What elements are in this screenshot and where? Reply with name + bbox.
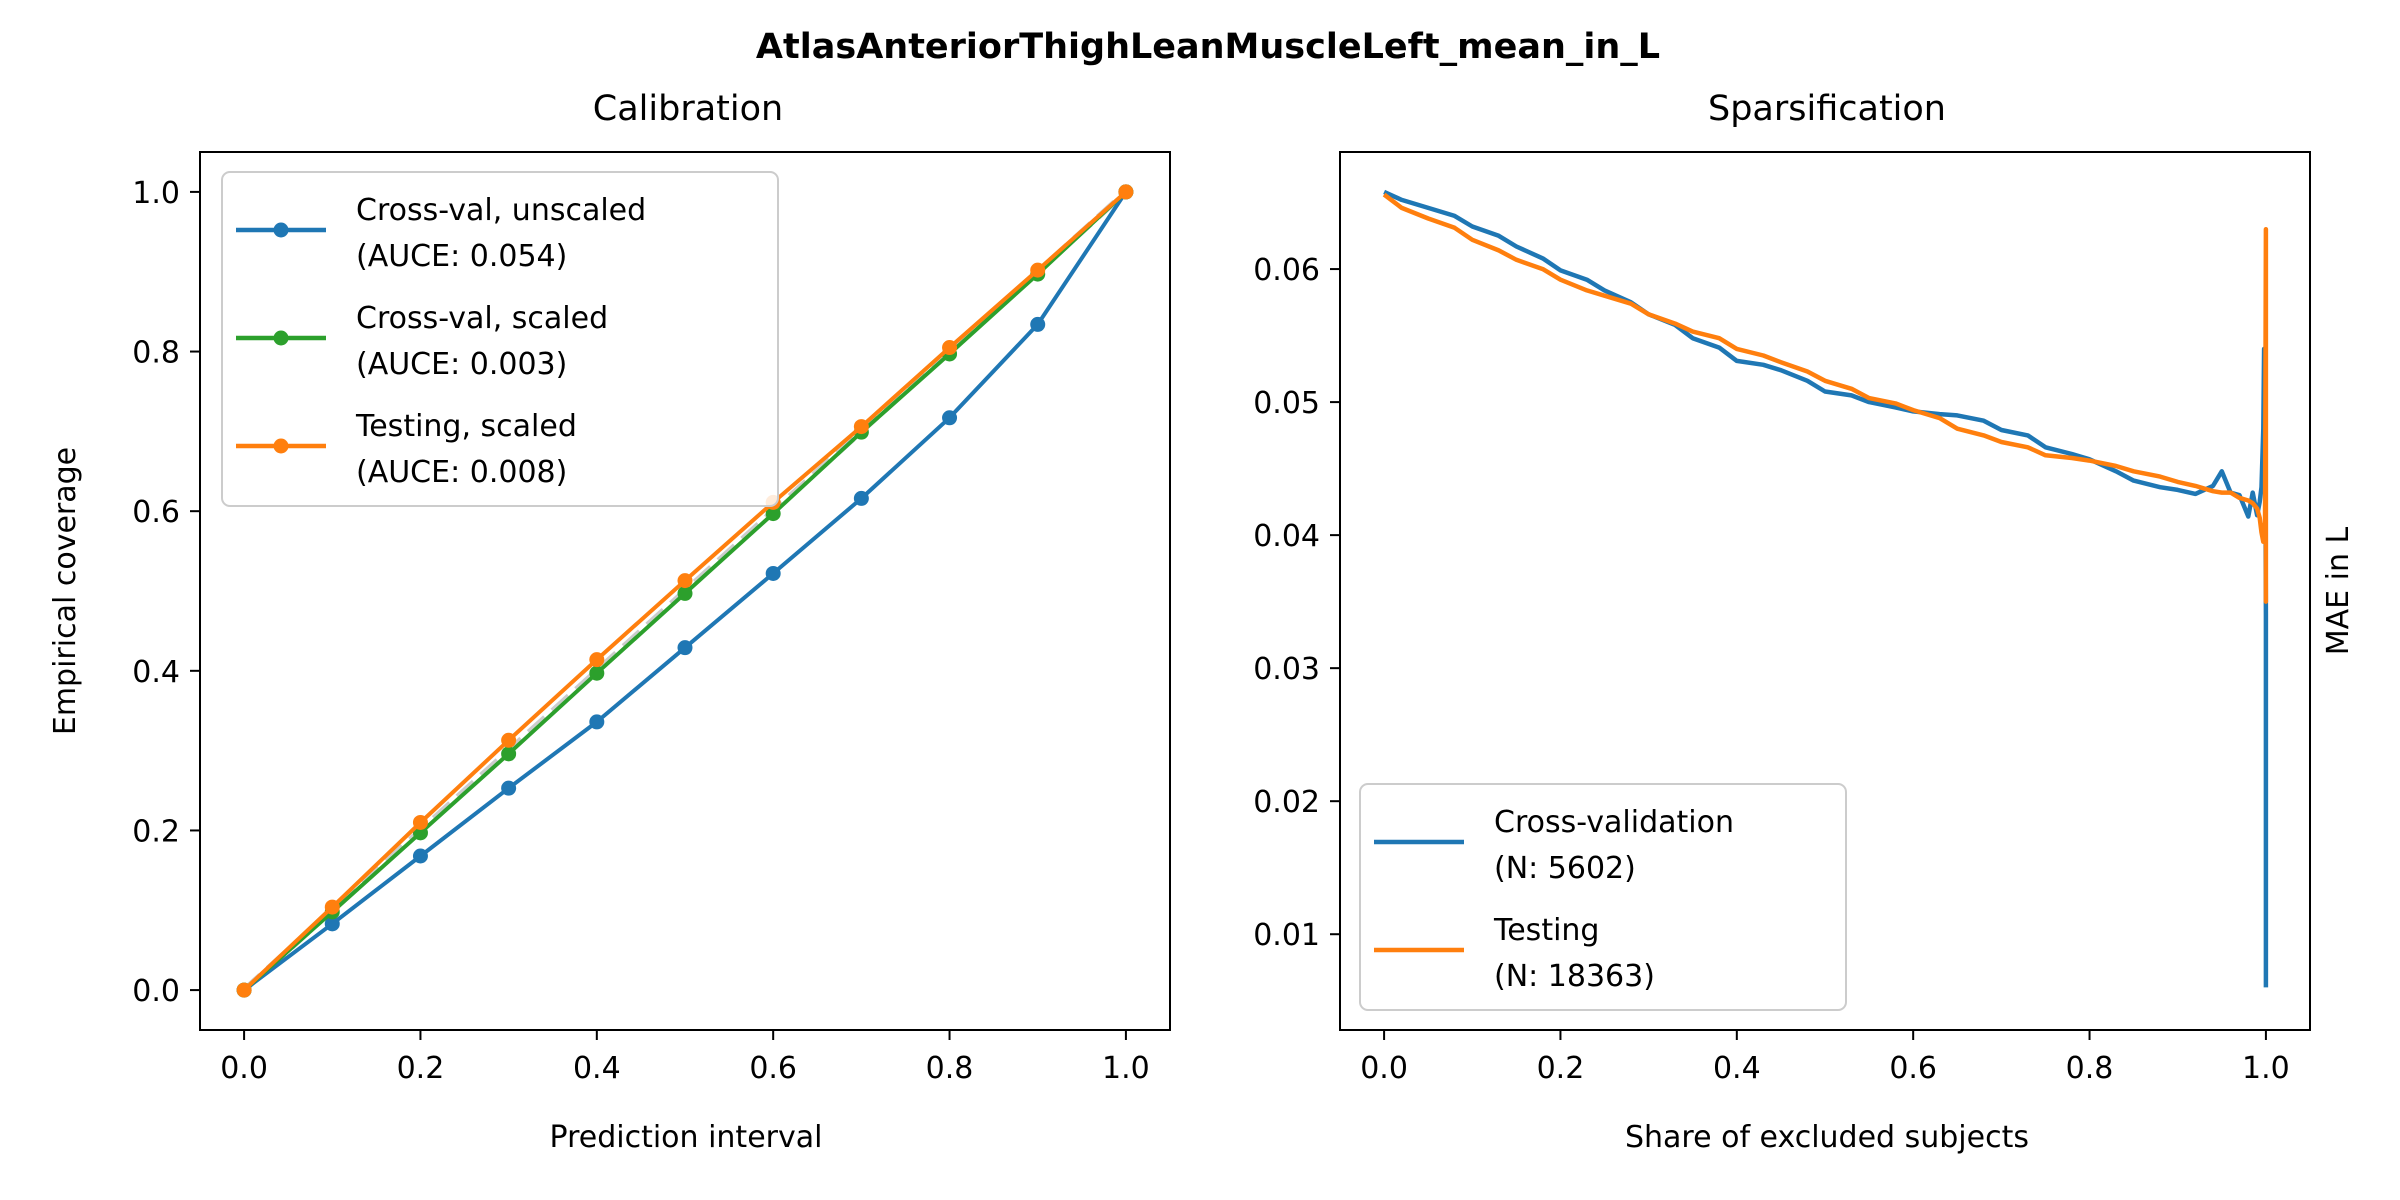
calibration-point-cross-val-scaled-4: [589, 665, 605, 681]
calibration-point-cross-val-scaled-6: [765, 506, 781, 522]
calibration-point-testing-scaled-4: [589, 652, 605, 668]
calibration-y-tick-label-4: 0.8: [132, 336, 180, 371]
calibration-x-axis-label: Prediction interval: [550, 1120, 823, 1155]
calibration-point-testing-scaled-0: [236, 982, 252, 998]
calibration-series: [236, 184, 1134, 998]
sparsification-axes: Sparsification 0.0 0.2 0.4 0.6 0.8 1.0 0.010.…: [1253, 89, 2356, 1155]
calibration-legend-label-testing-scaled-line-0: Testing, scaled: [355, 409, 577, 444]
sparsification-y-axis-label: MAE in L: [2321, 526, 2356, 655]
calibration-x-tick-label-4: 0.8: [926, 1051, 974, 1086]
calibration-point-cross-val-scaled-2: [412, 825, 428, 841]
calibration-point-cross-val-unscaled-6: [765, 565, 781, 581]
calibration-x-tick-label-5: 1.0: [1102, 1051, 1150, 1086]
calibration-point-cross-val-unscaled-4: [589, 714, 605, 730]
calibration-point-cross-val-unscaled-2: [412, 848, 428, 864]
calibration-legend-box: [221, 171, 779, 507]
sparsification-legend-box: [1359, 783, 1847, 1011]
sparsification-x-tick-label-1: 0.2: [1537, 1051, 1585, 1086]
sparsification-y-tick-label-1: 0.02: [1253, 785, 1320, 820]
calibration-x-tick-label-1: 0.2: [397, 1051, 445, 1086]
calibration-x-ticks: 0.0 0.2 0.4 0.6 0.8 1.0: [220, 1030, 1150, 1086]
calibration-point-testing-scaled-5: [677, 573, 693, 589]
figure-suptitle: AtlasAnteriorThighLeanMuscleLeft_mean_in…: [756, 27, 1660, 67]
sparsification-series: [1382, 189, 2269, 988]
calibration-legend-label-testing-scaled-line-1: (AUCE: 0.008): [356, 455, 567, 490]
calibration-y-axis-label: Empirical coverage: [48, 447, 83, 735]
calibration-point-cross-val-unscaled-5: [677, 640, 693, 656]
calibration-point-cross-val-unscaled-7: [853, 490, 869, 506]
sparsification-x-tick-label-0: 0.0: [1360, 1051, 1408, 1086]
sparsification-x-tick-label-5: 1.0: [2242, 1051, 2290, 1086]
sparsification-legend-label-testing-line-0: Testing: [1493, 913, 1599, 948]
calibration-y-tick-label-3: 0.6: [132, 495, 180, 530]
calibration-legend-marker-cross-val-unscaled: [273, 222, 289, 238]
sparsification-legend-label-testing-line-1: (N: 18363): [1494, 959, 1655, 994]
calibration-y-tick-label-2: 0.4: [132, 655, 180, 690]
calibration-x-tick-label-0: 0.0: [220, 1051, 268, 1086]
calibration-point-testing-scaled-10: [1118, 184, 1134, 200]
sparsification-y-tick-label-4: 0.05: [1253, 386, 1320, 421]
calibration-title: Calibration: [593, 89, 783, 129]
calibration-legend-marker-cross-val-scaled: [273, 330, 289, 346]
sparsification-x-tick-label-2: 0.4: [1713, 1051, 1761, 1086]
calibration-legend-label-cross-val-scaled-line-0: Cross-val, scaled: [356, 301, 608, 336]
calibration-point-testing-scaled-1: [324, 899, 340, 915]
calibration-legend-label-cross-val-unscaled-line-0: Cross-val, unscaled: [356, 193, 646, 228]
calibration-point-testing-scaled-9: [1030, 262, 1046, 278]
calibration-point-cross-val-unscaled-9: [1030, 316, 1046, 332]
calibration-point-cross-val-unscaled-1: [324, 916, 340, 932]
sparsification-y-tick-label-5: 0.06: [1253, 253, 1320, 288]
sparsification-legend-label-cross-validation-line-1: (N: 5602): [1494, 851, 1636, 886]
calibration-point-cross-val-scaled-3: [501, 746, 517, 762]
sparsification-y-tick-label-2: 0.03: [1253, 652, 1320, 687]
calibration-point-cross-val-unscaled-3: [501, 780, 517, 796]
calibration-y-ticks: 0.0 0.2 0.4 0.6 0.8 1.0: [132, 176, 200, 1009]
sparsification-y-tick-label-3: 0.04: [1253, 519, 1320, 554]
sparsification-x-tick-label-3: 0.6: [1889, 1051, 1937, 1086]
calibration-frame: [199, 151, 1171, 1031]
sparsification-series-line-testing: [1382, 192, 2269, 604]
calibration-point-cross-val-scaled-5: [677, 585, 693, 601]
calibration-legend: Cross-val, unscaled (AUCE: 0.054) Cross-va…: [221, 171, 779, 507]
calibration-legend-label-cross-val-scaled-line-1: (AUCE: 0.003): [356, 347, 567, 382]
sparsification-title: Sparsification: [1708, 89, 1946, 129]
sparsification-x-ticks: 0.0 0.2 0.4 0.6 0.8 1.0: [1360, 1030, 2290, 1086]
calibration-y-tick-label-0: 0.0: [132, 974, 180, 1009]
calibration-y-tick-label-1: 0.2: [132, 814, 180, 849]
calibration-point-testing-scaled-8: [942, 340, 958, 356]
calibration-legend-marker-testing-scaled: [273, 438, 289, 454]
sparsification-y-tick-label-0: 0.01: [1253, 918, 1320, 953]
calibration-y-tick-label-5: 1.0: [132, 176, 180, 211]
sparsification-legend-label-cross-validation-line-0: Cross-validation: [1494, 805, 1734, 840]
sparsification-legend: Cross-validation (N: 5602) Testing (N: 1836…: [1359, 783, 1847, 1011]
calibration-point-testing-scaled-7: [853, 419, 869, 435]
sparsification-x-tick-label-4: 0.8: [2066, 1051, 2114, 1086]
sparsification-x-axis-label: Share of excluded subjects: [1625, 1120, 2029, 1155]
calibration-point-cross-val-unscaled-8: [942, 410, 958, 426]
sparsification-frame: [1339, 151, 2311, 1031]
sparsification-y-ticks: 0.01 0.02 0.03 0.04 0.05 0.06: [1253, 253, 1340, 953]
calibration-x-tick-label-3: 0.6: [749, 1051, 797, 1086]
calibration-point-testing-scaled-3: [501, 732, 517, 748]
calibration-x-tick-label-2: 0.4: [573, 1051, 621, 1086]
calibration-axes: Calibration 0.0 0.2 0.4 0.6 0.8 1.0 0.0 0.2 0.4…: [48, 89, 1171, 1155]
calibration-point-testing-scaled-2: [412, 814, 428, 830]
calibration-legend-label-cross-val-unscaled-line-1: (AUCE: 0.054): [356, 239, 567, 274]
